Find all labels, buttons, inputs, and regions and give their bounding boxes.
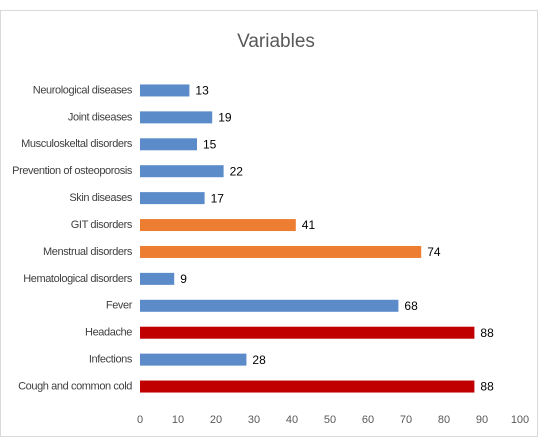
y-tick-label: Infections xyxy=(89,354,133,366)
y-tick-label: Menstrual disorders xyxy=(43,246,133,258)
bar xyxy=(140,165,224,178)
x-tick-label: 20 xyxy=(210,414,222,426)
x-tick-label: 70 xyxy=(400,414,412,426)
y-tick-label: Hematological disorders xyxy=(23,273,133,285)
y-tick-label: Joint diseases xyxy=(68,111,133,123)
data-label: 88 xyxy=(480,326,494,340)
bar xyxy=(140,138,197,151)
y-tick-label: GIT disorders xyxy=(71,219,133,231)
data-label: 19 xyxy=(218,111,232,125)
y-tick-label: Prevention of osteoporosis xyxy=(12,165,133,177)
bar xyxy=(140,84,190,97)
y-tick-label: Skin diseases xyxy=(69,192,133,204)
x-tick-label: 40 xyxy=(286,414,298,426)
bar xyxy=(140,299,399,312)
x-tick-label: 60 xyxy=(362,414,374,426)
x-tick-label: 30 xyxy=(248,414,260,426)
bar xyxy=(140,272,175,285)
x-tick-label: 100 xyxy=(511,414,529,426)
bar xyxy=(140,111,213,124)
chart-title: Variables xyxy=(237,31,315,52)
data-label: 9 xyxy=(180,272,187,286)
data-label: 15 xyxy=(203,137,217,151)
y-tick-label: Neurological diseases xyxy=(33,84,133,96)
bar xyxy=(140,380,475,393)
data-label: 74 xyxy=(427,245,441,259)
x-tick-label: 0 xyxy=(137,414,143,426)
bar xyxy=(140,353,247,366)
bar xyxy=(140,219,296,232)
data-label: 68 xyxy=(404,299,418,313)
data-label: 17 xyxy=(211,191,225,205)
x-tick-label: 10 xyxy=(172,414,184,426)
y-tick-label: Headache xyxy=(85,327,132,339)
data-label: 88 xyxy=(480,380,494,394)
x-tick-label: 50 xyxy=(324,414,336,426)
data-label: 22 xyxy=(230,164,244,178)
bar xyxy=(140,192,205,205)
y-tick-label: Fever xyxy=(106,300,133,312)
x-tick-label: 90 xyxy=(476,414,488,426)
data-label: 28 xyxy=(252,353,266,367)
x-tick-label: 80 xyxy=(438,414,450,426)
y-tick-label: Cough and common cold xyxy=(18,380,132,392)
data-label: 41 xyxy=(302,218,316,232)
bar xyxy=(140,326,475,339)
data-label: 13 xyxy=(195,84,209,98)
y-tick-label: Musculoskeltal disorders xyxy=(21,138,133,150)
bar xyxy=(140,245,422,258)
